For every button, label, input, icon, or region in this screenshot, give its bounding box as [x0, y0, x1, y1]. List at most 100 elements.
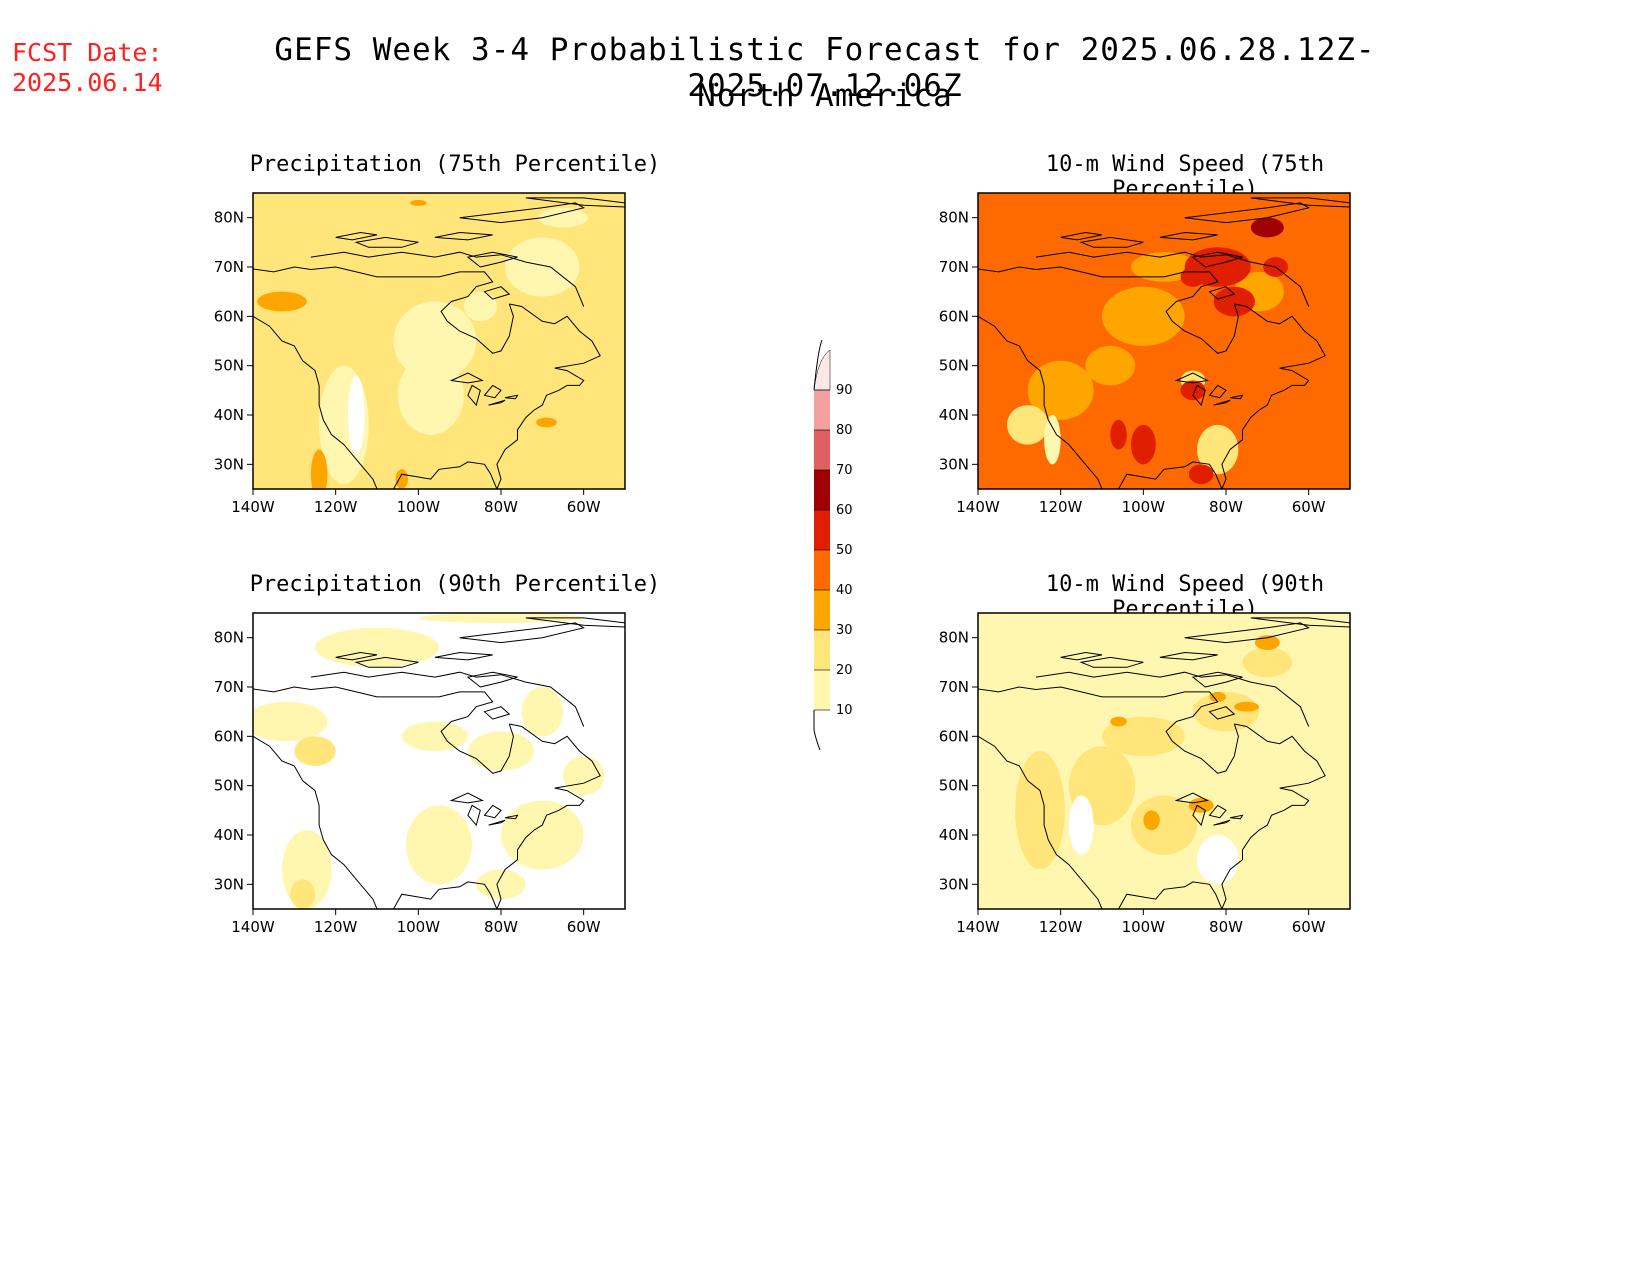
field-shading: [978, 613, 1350, 909]
map-frame: [252, 612, 626, 910]
lat-tick-label: 70N: [939, 258, 969, 276]
coastline-island: [505, 814, 519, 820]
lon-tick-label: 60W: [1292, 498, 1326, 516]
field-patch: [463, 291, 497, 322]
lat-tick-label: 30N: [214, 455, 244, 473]
field-patch: [310, 449, 328, 489]
coastline-island: [466, 671, 518, 688]
coastline-island: [483, 286, 511, 300]
field-patch: [1068, 795, 1094, 855]
coastline-island: [1192, 804, 1206, 827]
coastline-island: [1184, 202, 1311, 224]
colorbar-tail: [813, 710, 821, 751]
lat-tick-label: 60N: [214, 307, 244, 325]
lat-tick-label: 30N: [214, 875, 244, 893]
field-patch: [395, 469, 408, 489]
field-shading: [253, 193, 625, 489]
lon-tick-label: 140W: [231, 498, 275, 516]
coastline-island: [354, 656, 419, 668]
lat-tick-label: 80N: [939, 629, 969, 647]
colorbar-swatch: [814, 590, 830, 630]
coastline-island: [525, 197, 625, 208]
coastline-island: [488, 399, 506, 406]
coastline-island: [1060, 651, 1103, 661]
coastline-island: [1060, 231, 1103, 241]
map-svg-precip75: 30N 40N 50N 60N 70N 80N 140W 120W 100W 80W 60W: [214, 192, 626, 516]
coastline-island: [1191, 251, 1243, 268]
coastline: [978, 671, 1326, 909]
lat-tick-label: 60N: [939, 727, 969, 745]
coastline-island: [1208, 286, 1236, 300]
lat-tick-label: 50N: [939, 777, 969, 795]
field-patch: [348, 375, 365, 455]
field-patch: [1085, 839, 1119, 880]
lat-tick-label: 50N: [939, 357, 969, 375]
colorbar-swatch: [814, 550, 830, 590]
coastline: [253, 671, 601, 909]
map-precip75: 30N 40N 50N 60N 70N 80N 140W 120W 100W 80W 60W: [205, 185, 655, 525]
lat-tick-label: 70N: [214, 258, 244, 276]
coastline-island: [1159, 231, 1218, 241]
colorbar-label: 60: [836, 503, 853, 518]
coastline-island: [1079, 236, 1144, 248]
lon-tick-label: 60W: [567, 498, 601, 516]
field-patch: [501, 800, 584, 870]
lat-tick-label: 30N: [939, 875, 969, 893]
field-patch: [1234, 701, 1260, 712]
field-patch: [1188, 798, 1214, 813]
colorbar-head: [813, 339, 823, 391]
field-patch: [397, 355, 464, 435]
map-frame: [252, 192, 626, 490]
lon-tick-label: 120W: [1039, 918, 1083, 936]
colorbar-swatch: [814, 670, 830, 710]
coastline-island: [1213, 819, 1231, 826]
colorbar-label: 10: [836, 703, 853, 718]
panel-title-precip90: Precipitation (90th Percentile): [249, 572, 661, 597]
colorbar-swatch: [814, 630, 830, 670]
lon-tick-label: 80W: [484, 918, 518, 936]
map-svg-wind90: 30N 40N 50N 60N 70N 80N 140W 120W 100W 80W 60W: [939, 612, 1351, 936]
field-patch: [393, 301, 477, 381]
lon-tick-label: 80W: [1209, 918, 1243, 936]
lon-tick-label: 100W: [397, 498, 441, 516]
colorbar-label: 70: [836, 463, 853, 478]
field-patch: [257, 291, 307, 312]
lon-tick-label: 80W: [484, 498, 518, 516]
field-patch: [1110, 419, 1127, 450]
fcst-date-value: 2025.06.14: [12, 68, 163, 97]
lat-tick-label: 80N: [214, 629, 244, 647]
colorbar-label: 30: [836, 623, 853, 638]
lat-tick-label: 30N: [939, 455, 969, 473]
coastline-island: [1191, 671, 1243, 688]
coastline-island: [434, 651, 493, 661]
field-patch: [538, 207, 588, 228]
lon-tick-label: 60W: [567, 918, 601, 936]
coastline-island: [525, 617, 625, 628]
field-patch: [1130, 795, 1198, 855]
colorbar: 10 20 30 40 50 60 70 80 90: [800, 330, 880, 754]
lon-tick-label: 140W: [956, 918, 1000, 936]
lon-tick-label: 100W: [1122, 918, 1166, 936]
colorbar-swatch: [814, 390, 830, 430]
coastline-island: [1208, 804, 1227, 819]
lat-tick-label: 80N: [939, 209, 969, 227]
coastline: [253, 251, 601, 489]
coastline-island: [459, 202, 586, 224]
field-patch: [1188, 464, 1214, 485]
field-patch: [1180, 267, 1206, 287]
field-patch: [253, 701, 328, 742]
field-patch: [1242, 647, 1293, 678]
colorbar-svg: 10 20 30 40 50 60 70 80 90: [813, 339, 853, 751]
fcst-date-block: FCST Date: 2025.06.14: [12, 38, 163, 98]
lon-tick-label: 120W: [314, 498, 358, 516]
coastline-island: [1174, 372, 1209, 384]
coastline-island: [335, 231, 378, 241]
field-patch: [294, 736, 336, 766]
field-patch: [405, 805, 473, 885]
lat-tick-label: 60N: [214, 727, 244, 745]
field-patch: [1213, 286, 1255, 317]
coastline-island: [1174, 792, 1209, 804]
field-patch: [1044, 415, 1061, 465]
map-wind90: 30N 40N 50N 60N 70N 80N 140W 120W 100W 80W 60W: [930, 605, 1380, 945]
field-patch: [1180, 380, 1206, 401]
